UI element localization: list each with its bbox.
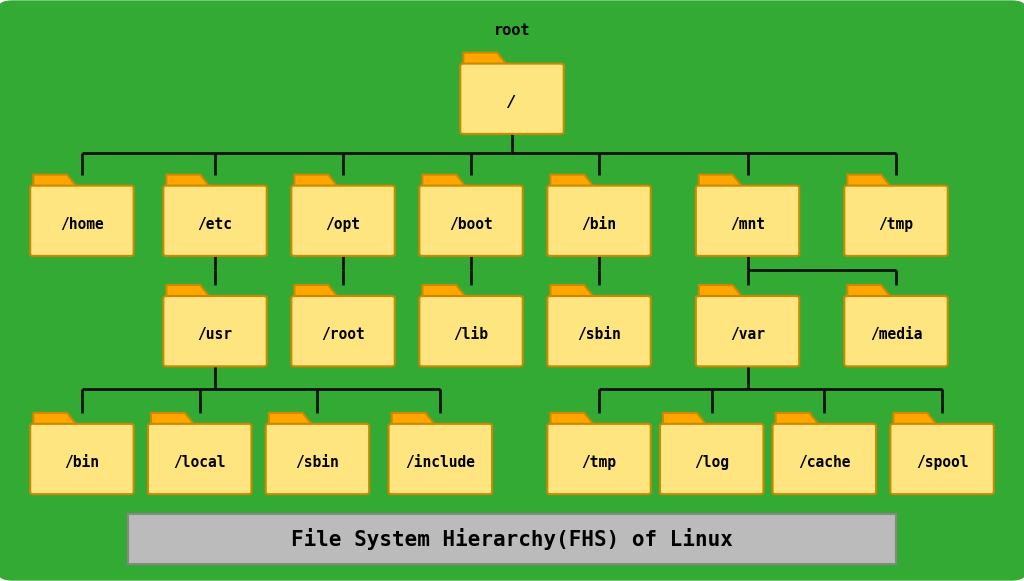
FancyBboxPatch shape bbox=[31, 424, 133, 494]
Polygon shape bbox=[848, 285, 891, 297]
Text: /media: /media bbox=[869, 327, 923, 342]
Polygon shape bbox=[698, 174, 742, 187]
Polygon shape bbox=[268, 413, 312, 425]
Polygon shape bbox=[776, 413, 819, 425]
FancyBboxPatch shape bbox=[389, 424, 493, 494]
Polygon shape bbox=[698, 285, 742, 297]
Polygon shape bbox=[551, 413, 594, 425]
Polygon shape bbox=[423, 285, 466, 297]
Text: /tmp: /tmp bbox=[582, 455, 616, 470]
Polygon shape bbox=[33, 174, 77, 187]
FancyBboxPatch shape bbox=[696, 296, 799, 367]
FancyBboxPatch shape bbox=[31, 186, 133, 256]
Polygon shape bbox=[152, 413, 195, 425]
Text: /var: /var bbox=[730, 327, 765, 342]
FancyBboxPatch shape bbox=[773, 424, 877, 494]
Text: /home: /home bbox=[60, 217, 103, 232]
Text: /sbin: /sbin bbox=[578, 327, 621, 342]
Text: /: / bbox=[507, 95, 517, 110]
FancyBboxPatch shape bbox=[844, 296, 948, 367]
Polygon shape bbox=[166, 285, 210, 297]
FancyBboxPatch shape bbox=[163, 296, 266, 367]
Text: /usr: /usr bbox=[198, 327, 232, 342]
Text: /mnt: /mnt bbox=[730, 217, 765, 232]
Text: /log: /log bbox=[694, 455, 729, 470]
Polygon shape bbox=[893, 413, 937, 425]
Polygon shape bbox=[551, 174, 594, 187]
FancyBboxPatch shape bbox=[148, 424, 252, 494]
Polygon shape bbox=[463, 53, 507, 66]
Polygon shape bbox=[33, 413, 77, 425]
FancyBboxPatch shape bbox=[420, 296, 523, 367]
Text: /tmp: /tmp bbox=[879, 217, 913, 232]
FancyBboxPatch shape bbox=[128, 514, 896, 564]
Polygon shape bbox=[423, 174, 466, 187]
Polygon shape bbox=[295, 285, 338, 297]
FancyBboxPatch shape bbox=[420, 186, 523, 256]
Text: /spool: /spool bbox=[915, 455, 969, 470]
FancyBboxPatch shape bbox=[844, 186, 948, 256]
FancyBboxPatch shape bbox=[461, 64, 563, 134]
Text: root: root bbox=[494, 23, 530, 38]
FancyBboxPatch shape bbox=[292, 186, 395, 256]
Text: /boot: /boot bbox=[450, 217, 493, 232]
Text: /bin: /bin bbox=[65, 455, 99, 470]
Polygon shape bbox=[551, 285, 594, 297]
Polygon shape bbox=[295, 174, 338, 187]
Text: /local: /local bbox=[173, 455, 226, 470]
FancyBboxPatch shape bbox=[659, 424, 763, 494]
Text: /etc: /etc bbox=[198, 217, 232, 232]
FancyBboxPatch shape bbox=[163, 186, 266, 256]
Text: /root: /root bbox=[322, 327, 365, 342]
FancyBboxPatch shape bbox=[547, 296, 651, 367]
Text: /lib: /lib bbox=[454, 327, 488, 342]
FancyBboxPatch shape bbox=[696, 186, 799, 256]
Text: /include: /include bbox=[406, 455, 475, 470]
Polygon shape bbox=[166, 174, 210, 187]
FancyBboxPatch shape bbox=[547, 186, 651, 256]
FancyBboxPatch shape bbox=[547, 424, 651, 494]
Polygon shape bbox=[848, 174, 891, 187]
FancyBboxPatch shape bbox=[266, 424, 370, 494]
Text: /bin: /bin bbox=[582, 217, 616, 232]
Text: File System Hierarchy(FHS) of Linux: File System Hierarchy(FHS) of Linux bbox=[291, 528, 733, 550]
FancyBboxPatch shape bbox=[891, 424, 993, 494]
Text: /opt: /opt bbox=[326, 217, 360, 232]
Text: /cache: /cache bbox=[798, 455, 851, 470]
Text: /sbin: /sbin bbox=[296, 455, 339, 470]
Polygon shape bbox=[391, 413, 435, 425]
FancyBboxPatch shape bbox=[292, 296, 395, 367]
Polygon shape bbox=[664, 413, 707, 425]
